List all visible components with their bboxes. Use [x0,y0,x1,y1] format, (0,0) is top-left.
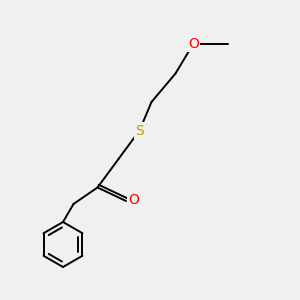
Text: O: O [128,193,139,206]
Text: O: O [188,37,199,50]
Text: S: S [135,124,144,137]
